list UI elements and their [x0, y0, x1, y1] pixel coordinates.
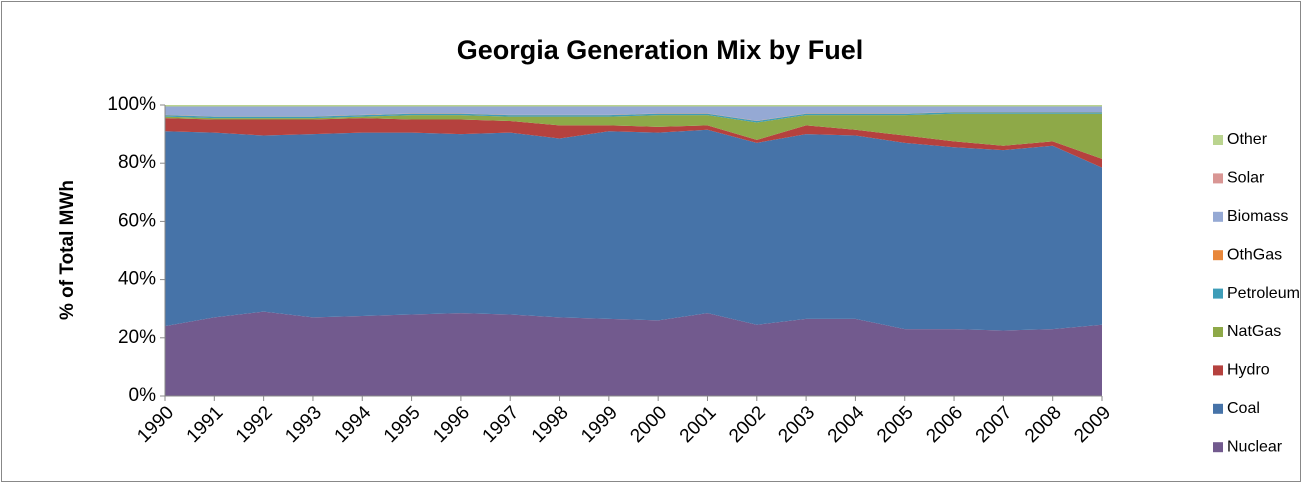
legend-swatch	[1213, 365, 1223, 376]
y-axis-label: % of Total MWh	[57, 180, 78, 320]
legend-label: Coal	[1227, 400, 1260, 417]
legend-swatch	[1213, 327, 1223, 337]
y-tick-label: 60%	[118, 210, 156, 231]
legend-swatch	[1213, 403, 1223, 414]
legend-swatch	[1213, 173, 1223, 184]
legend-swatch	[1213, 250, 1223, 261]
legend-swatch	[1213, 288, 1223, 299]
y-tick-label: 0%	[129, 385, 157, 406]
legend-label: Other	[1227, 131, 1268, 148]
legend-label: Hydro	[1227, 362, 1270, 379]
area	[165, 129, 1102, 331]
chart-title: Georgia Generation Mix by Fuel	[457, 35, 864, 65]
y-tick-label: 40%	[118, 269, 156, 290]
legend-label: NatGas	[1227, 323, 1281, 340]
area	[165, 106, 1102, 121]
y-tick-label: 80%	[118, 152, 156, 173]
area	[165, 105, 1102, 107]
legend-swatch	[1213, 442, 1223, 453]
area	[165, 113, 1102, 159]
legend-swatch	[1213, 135, 1223, 145]
legend-label: OthGas	[1227, 246, 1282, 263]
legend-label: Nuclear	[1227, 438, 1283, 455]
area	[165, 112, 1102, 123]
y-tick-label: 100%	[107, 94, 156, 115]
legend-swatch	[1213, 211, 1223, 222]
area	[165, 311, 1102, 396]
legend-label: Solar	[1227, 170, 1265, 187]
legend-label: Biomass	[1227, 208, 1288, 225]
legend-label: Petroleum	[1227, 285, 1300, 302]
y-tick-label: 20%	[118, 327, 156, 348]
area	[165, 118, 1102, 168]
